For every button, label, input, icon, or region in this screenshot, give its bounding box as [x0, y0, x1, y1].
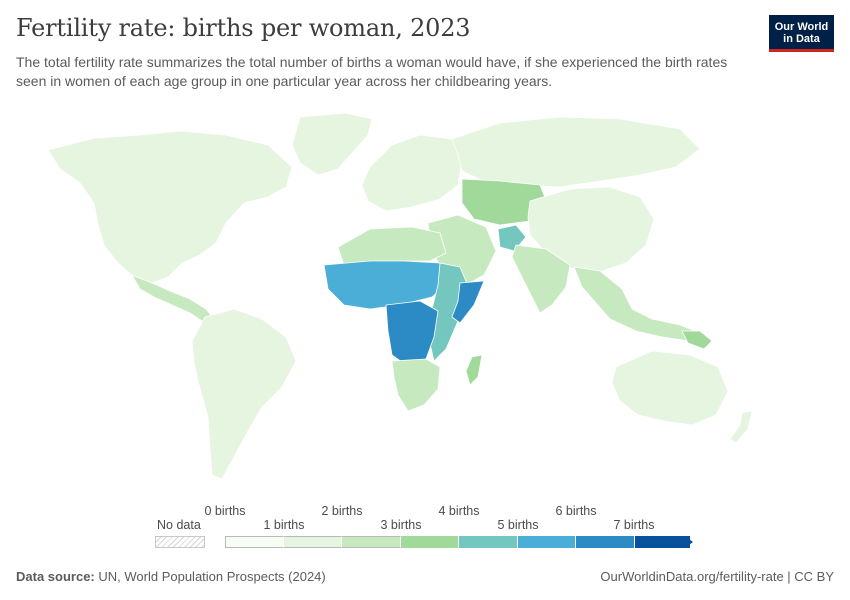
legend-bin-6-7[interactable]	[576, 536, 635, 548]
map-region-central-america[interactable]	[131, 274, 215, 324]
legend-label-3-births: 3 births	[380, 518, 422, 532]
map-region-central-africa[interactable]	[385, 300, 439, 366]
map-region-north-africa[interactable]	[337, 226, 447, 266]
map-region-australia[interactable]	[611, 350, 729, 426]
map-region-new-zealand[interactable]	[729, 410, 753, 444]
legend-bin-0-1[interactable]	[225, 536, 284, 548]
legend-label-2-births: 2 births	[321, 504, 363, 518]
legend-bin-4-5[interactable]	[459, 536, 518, 548]
owid-logo[interactable]: Our World in Data	[769, 15, 834, 52]
map-region-north-america[interactable]	[47, 130, 293, 284]
map-region-south-asia[interactable]	[511, 244, 571, 314]
legend-label-4-births: 4 births	[438, 504, 480, 518]
footer-source: Data source: UN, World Population Prospe…	[16, 569, 326, 584]
chart-title: Fertility rate: births per woman, 2023	[16, 14, 471, 42]
logo-line-2: in Data	[783, 33, 820, 45]
legend-label-0-births: 0 births	[204, 504, 246, 518]
map-region-greenland[interactable]	[291, 112, 373, 176]
map-region-europe[interactable]	[361, 134, 463, 212]
map-region-china[interactable]	[527, 186, 655, 274]
legend-bin-3-4[interactable]	[400, 536, 459, 548]
map-region-south-america[interactable]	[191, 308, 297, 480]
map-region-madagascar[interactable]	[465, 354, 483, 386]
chart-subtitle: The total fertility rate summarizes the …	[16, 54, 728, 89]
logo-line-1: Our World	[774, 21, 829, 33]
map-region-southern-africa[interactable]	[391, 358, 441, 412]
legend-end-arrow	[685, 536, 693, 548]
legend-bin-5-6[interactable]	[517, 536, 576, 548]
legend-label-6-births: 6 births	[555, 504, 597, 518]
world-map	[47, 112, 753, 480]
map-region-sahel[interactable]	[323, 260, 451, 310]
source-text[interactable]: UN, World Population Prospects (2024)	[98, 569, 326, 584]
map-region-afghanistan[interactable]	[497, 224, 527, 252]
legend-label-1-births: 1 births	[263, 518, 305, 532]
legend-no-data-label: No data	[157, 518, 201, 532]
legend-label-7-births: 7 births	[613, 518, 655, 532]
map-region-southeast-asia[interactable]	[573, 266, 701, 342]
map-region-russia[interactable]	[451, 116, 701, 188]
legend-label-5-births: 5 births	[497, 518, 539, 532]
legend-arrow-layer	[685, 536, 693, 548]
legend-bin-1-2[interactable]	[283, 536, 342, 548]
source-label: Data source:	[16, 569, 95, 584]
map-region-somalia[interactable]	[451, 280, 485, 324]
legend-bin-2-3[interactable]	[342, 536, 401, 548]
legend-no-data-swatch[interactable]	[155, 536, 205, 548]
map-legend: 0 births 2 births 4 births 6 births 1 bi…	[0, 500, 850, 560]
map-region-papua-new-guinea[interactable]	[681, 330, 713, 350]
footer-url[interactable]: OurWorldinData.org/fertility-rate | CC B…	[600, 569, 834, 584]
